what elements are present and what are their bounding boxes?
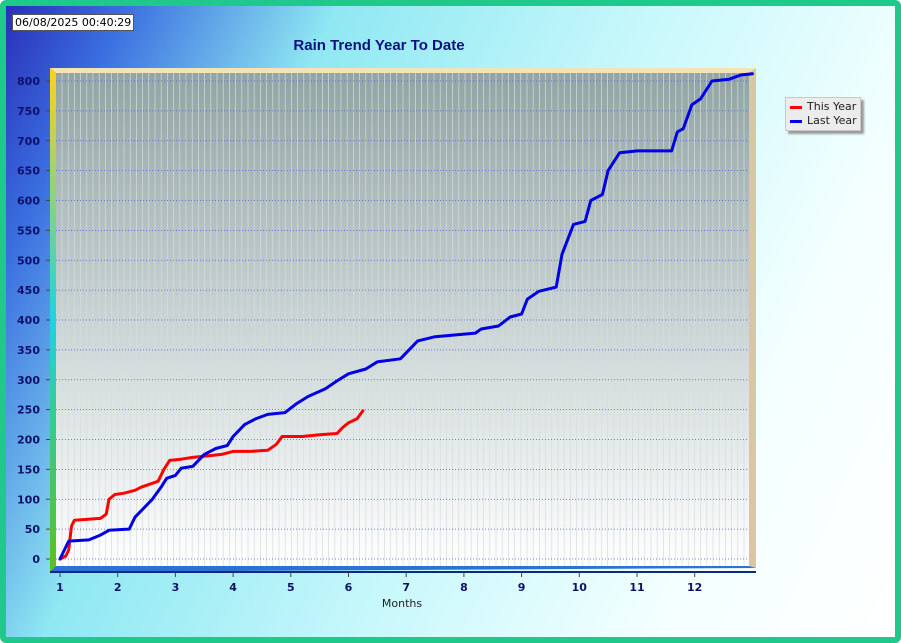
y-tick-label: 700	[17, 135, 40, 148]
y-tick-label: 400	[17, 314, 40, 327]
plot-top-edge	[50, 68, 756, 73]
x-tick-label: 7	[402, 581, 410, 594]
plot-left-wall	[50, 68, 56, 572]
x-tick-label: 10	[572, 581, 588, 594]
plot-floor	[50, 566, 756, 572]
legend-label-last-year: Last Year	[807, 114, 857, 127]
legend-label-this-year: This Year	[807, 100, 857, 113]
y-tick-label: 50	[25, 523, 41, 536]
x-tick-label: 6	[345, 581, 353, 594]
x-axis-label: Months	[382, 597, 422, 610]
series-lines	[58, 72, 754, 561]
y-tick-label: 250	[17, 404, 40, 417]
plot-right-edge	[749, 68, 756, 568]
x-tick-label: 11	[629, 581, 644, 594]
x-tick-label: 2	[114, 581, 122, 594]
y-tick-label: 350	[17, 344, 40, 357]
y-tick-label: 450	[17, 284, 40, 297]
y-tick-label: 300	[17, 374, 40, 387]
legend-item-this-year: This Year	[790, 100, 856, 114]
x-tick-label: 5	[287, 581, 295, 594]
y-tick-label: 500	[17, 254, 40, 267]
y-tick-label: 200	[17, 434, 40, 447]
y-tick-label: 100	[17, 493, 40, 506]
x-axis-ticks: 1 2 3 4 5 6 7 8 9 10 11 12	[56, 572, 702, 594]
x-tick-label: 4	[229, 581, 237, 594]
chart-title: Rain Trend Year To Date	[293, 37, 464, 54]
vertical-gridlines	[61, 73, 745, 566]
plot-area	[56, 73, 749, 566]
rain-trend-chart: Rain Trend Year To Date 0 50 100 150 200 250 3…	[17, 37, 756, 610]
x-tick-label: 1	[56, 581, 64, 594]
y-tick-label: 600	[17, 195, 40, 208]
y-axis-ticks: 0 50 100 150 200 250 300 350 400 450 500 550 600 650 7…	[17, 75, 50, 566]
x-tick-label: 3	[172, 581, 180, 594]
legend-swatch-last-year	[790, 119, 802, 123]
y-tick-label: 800	[17, 75, 40, 88]
y-tick-label: 550	[17, 224, 40, 237]
timestamp-label: 06/08/2025 00:40:29	[12, 14, 135, 31]
series-line-last-year	[58, 72, 754, 561]
x-tick-label: 12	[687, 581, 702, 594]
y-tick-label: 650	[17, 165, 40, 178]
x-tick-label: 8	[460, 581, 468, 594]
chart-legend: This Year Last Year	[785, 97, 861, 131]
legend-item-last-year: Last Year	[790, 114, 857, 128]
series-line-this-year	[58, 409, 365, 561]
y-tick-label: 150	[17, 463, 40, 476]
y-tick-label: 750	[17, 105, 40, 118]
legend-swatch-this-year	[790, 105, 802, 109]
y-tick-label: 0	[32, 553, 40, 566]
x-tick-label: 9	[518, 581, 526, 594]
